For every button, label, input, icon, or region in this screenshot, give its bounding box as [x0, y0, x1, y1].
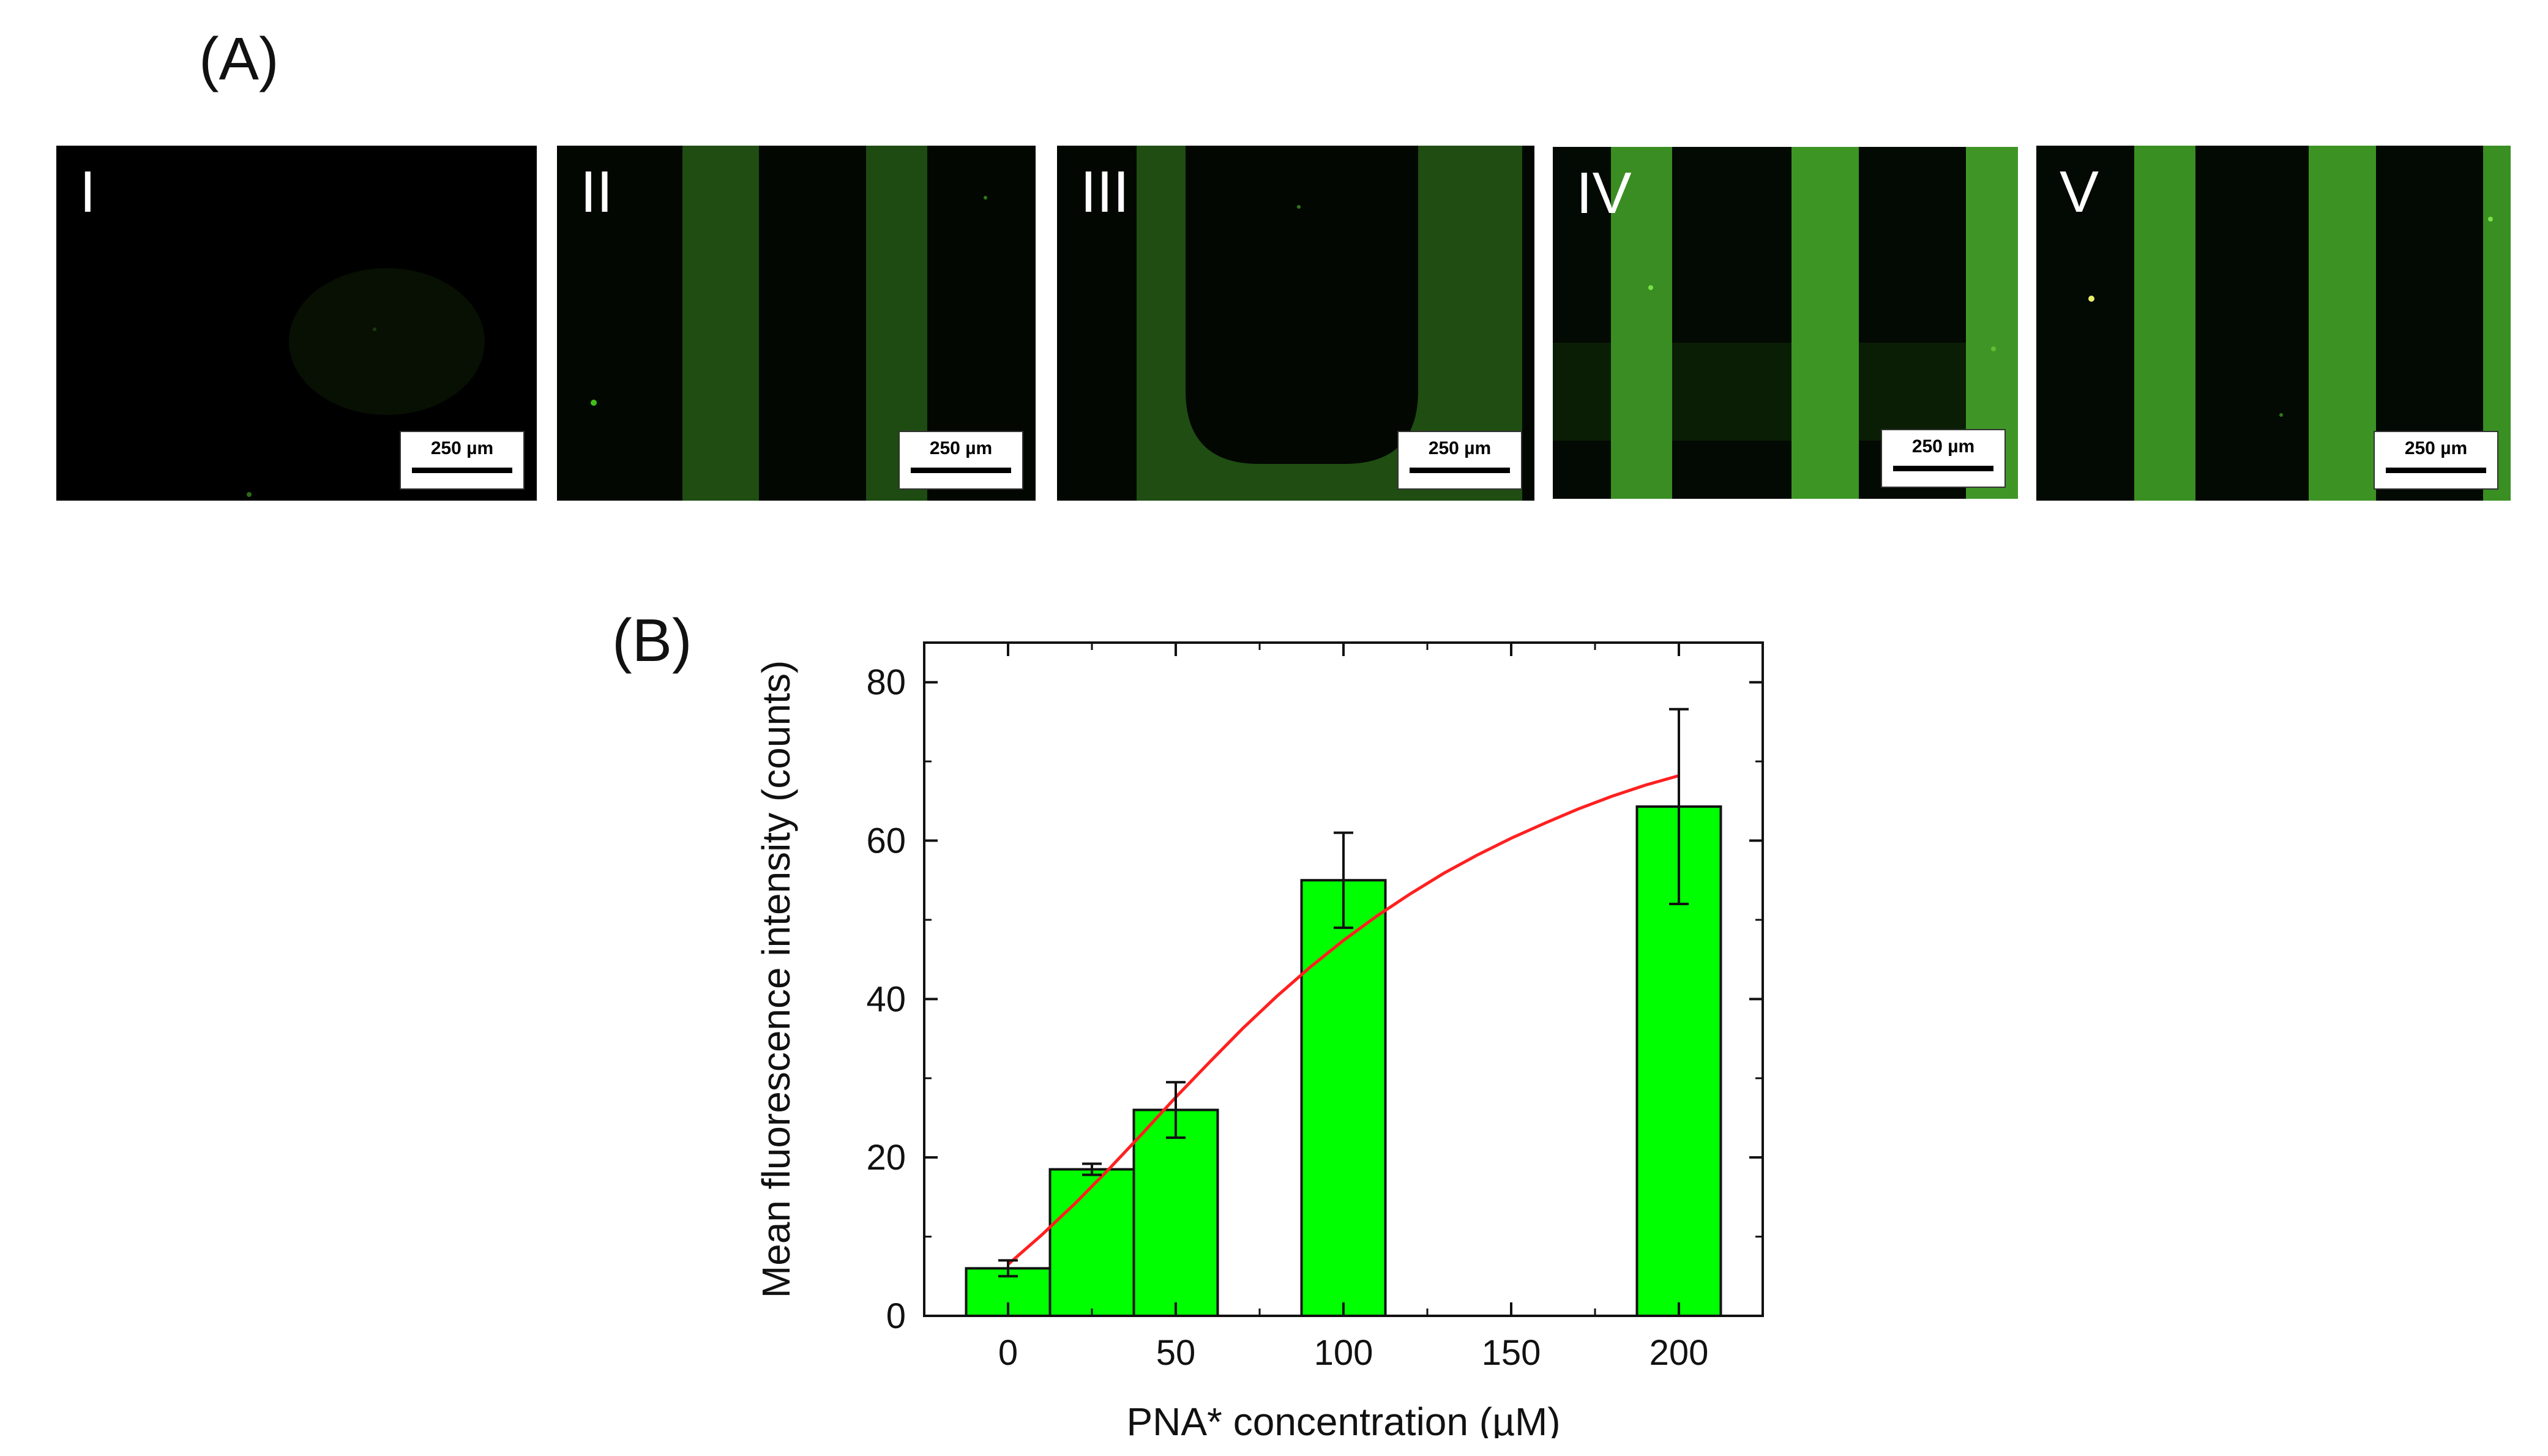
scale-bar-text: 250 µm: [929, 438, 993, 458]
micrograph-3: III 250 µm: [1057, 146, 1534, 501]
scale-bar-line: [412, 468, 512, 473]
scale-bar: 250 µm: [1881, 429, 2006, 488]
scale-bar-text: 250 µm: [1911, 436, 1975, 457]
micrograph-label: IV: [1576, 160, 1632, 226]
micrograph-2: II 250 µm: [557, 146, 1036, 501]
x-tick-label-150: 150: [1482, 1333, 1541, 1373]
bar-chart: PNA* concentration (µM) Mean fluorescenc…: [754, 641, 1764, 1438]
y-axis-label: Mean fluorescence intensity (counts): [754, 660, 798, 1298]
scale-bar-text: 250 µm: [430, 438, 494, 458]
scale-bar: 250 µm: [400, 431, 525, 490]
x-axis-label: PNA* concentration (µM): [1126, 1400, 1560, 1438]
panel-b-label: (B): [612, 607, 692, 674]
bar-50: [1132, 1108, 1219, 1317]
x-tick-label-0: 0: [998, 1333, 1018, 1373]
scale-bar-line: [1893, 466, 1993, 471]
y-tick-label-20: 20: [866, 1138, 906, 1178]
scale-bar-line: [911, 468, 1011, 473]
scale-bar-line: [2386, 468, 2486, 473]
micrograph-1-image: [56, 146, 537, 501]
y-tick-label-60: 60: [866, 821, 906, 861]
y-tick-label-0: 0: [886, 1296, 906, 1336]
micrograph-label: I: [80, 159, 96, 225]
chart-error-bars: [998, 707, 1689, 1278]
chart-labels: PNA* concentration (µM) Mean fluorescenc…: [754, 660, 1708, 1438]
x-tick-label-50: 50: [1156, 1333, 1196, 1373]
chart-bars: [965, 805, 1722, 1318]
panel-a-label: (A): [199, 25, 279, 92]
micrograph-label: III: [1080, 159, 1130, 225]
scale-bar: 250 µm: [2374, 431, 2498, 490]
micrograph-5: V 250 µm: [2036, 146, 2511, 501]
chart-axes: [923, 641, 1764, 1317]
x-tick-label-200: 200: [1649, 1333, 1709, 1373]
x-tick-label-100: 100: [1314, 1333, 1373, 1373]
scale-bar-text: 250 µm: [1428, 438, 1492, 458]
y-tick-label-40: 40: [866, 979, 906, 1019]
micrograph-2-image: [557, 146, 1036, 501]
scale-bar-line: [1410, 468, 1510, 473]
micrograph-4: IV 250 µm: [1553, 147, 2018, 499]
scale-bar: 250 µm: [1397, 431, 1522, 490]
scale-bar-text: 250 µm: [2404, 438, 2468, 458]
scale-bar: 250 µm: [899, 431, 1023, 490]
y-tick-label-80: 80: [866, 663, 906, 703]
micrograph-1: I 250 µm: [56, 146, 537, 501]
micrograph-5-image: [2036, 146, 2511, 501]
bar-25: [1048, 1168, 1135, 1318]
chart-fit: [1007, 774, 1679, 1266]
fit-line: [1007, 774, 1679, 1266]
bar-100: [1300, 879, 1387, 1317]
micrograph-label: II: [580, 159, 613, 225]
micrograph-label: V: [2060, 159, 2099, 225]
